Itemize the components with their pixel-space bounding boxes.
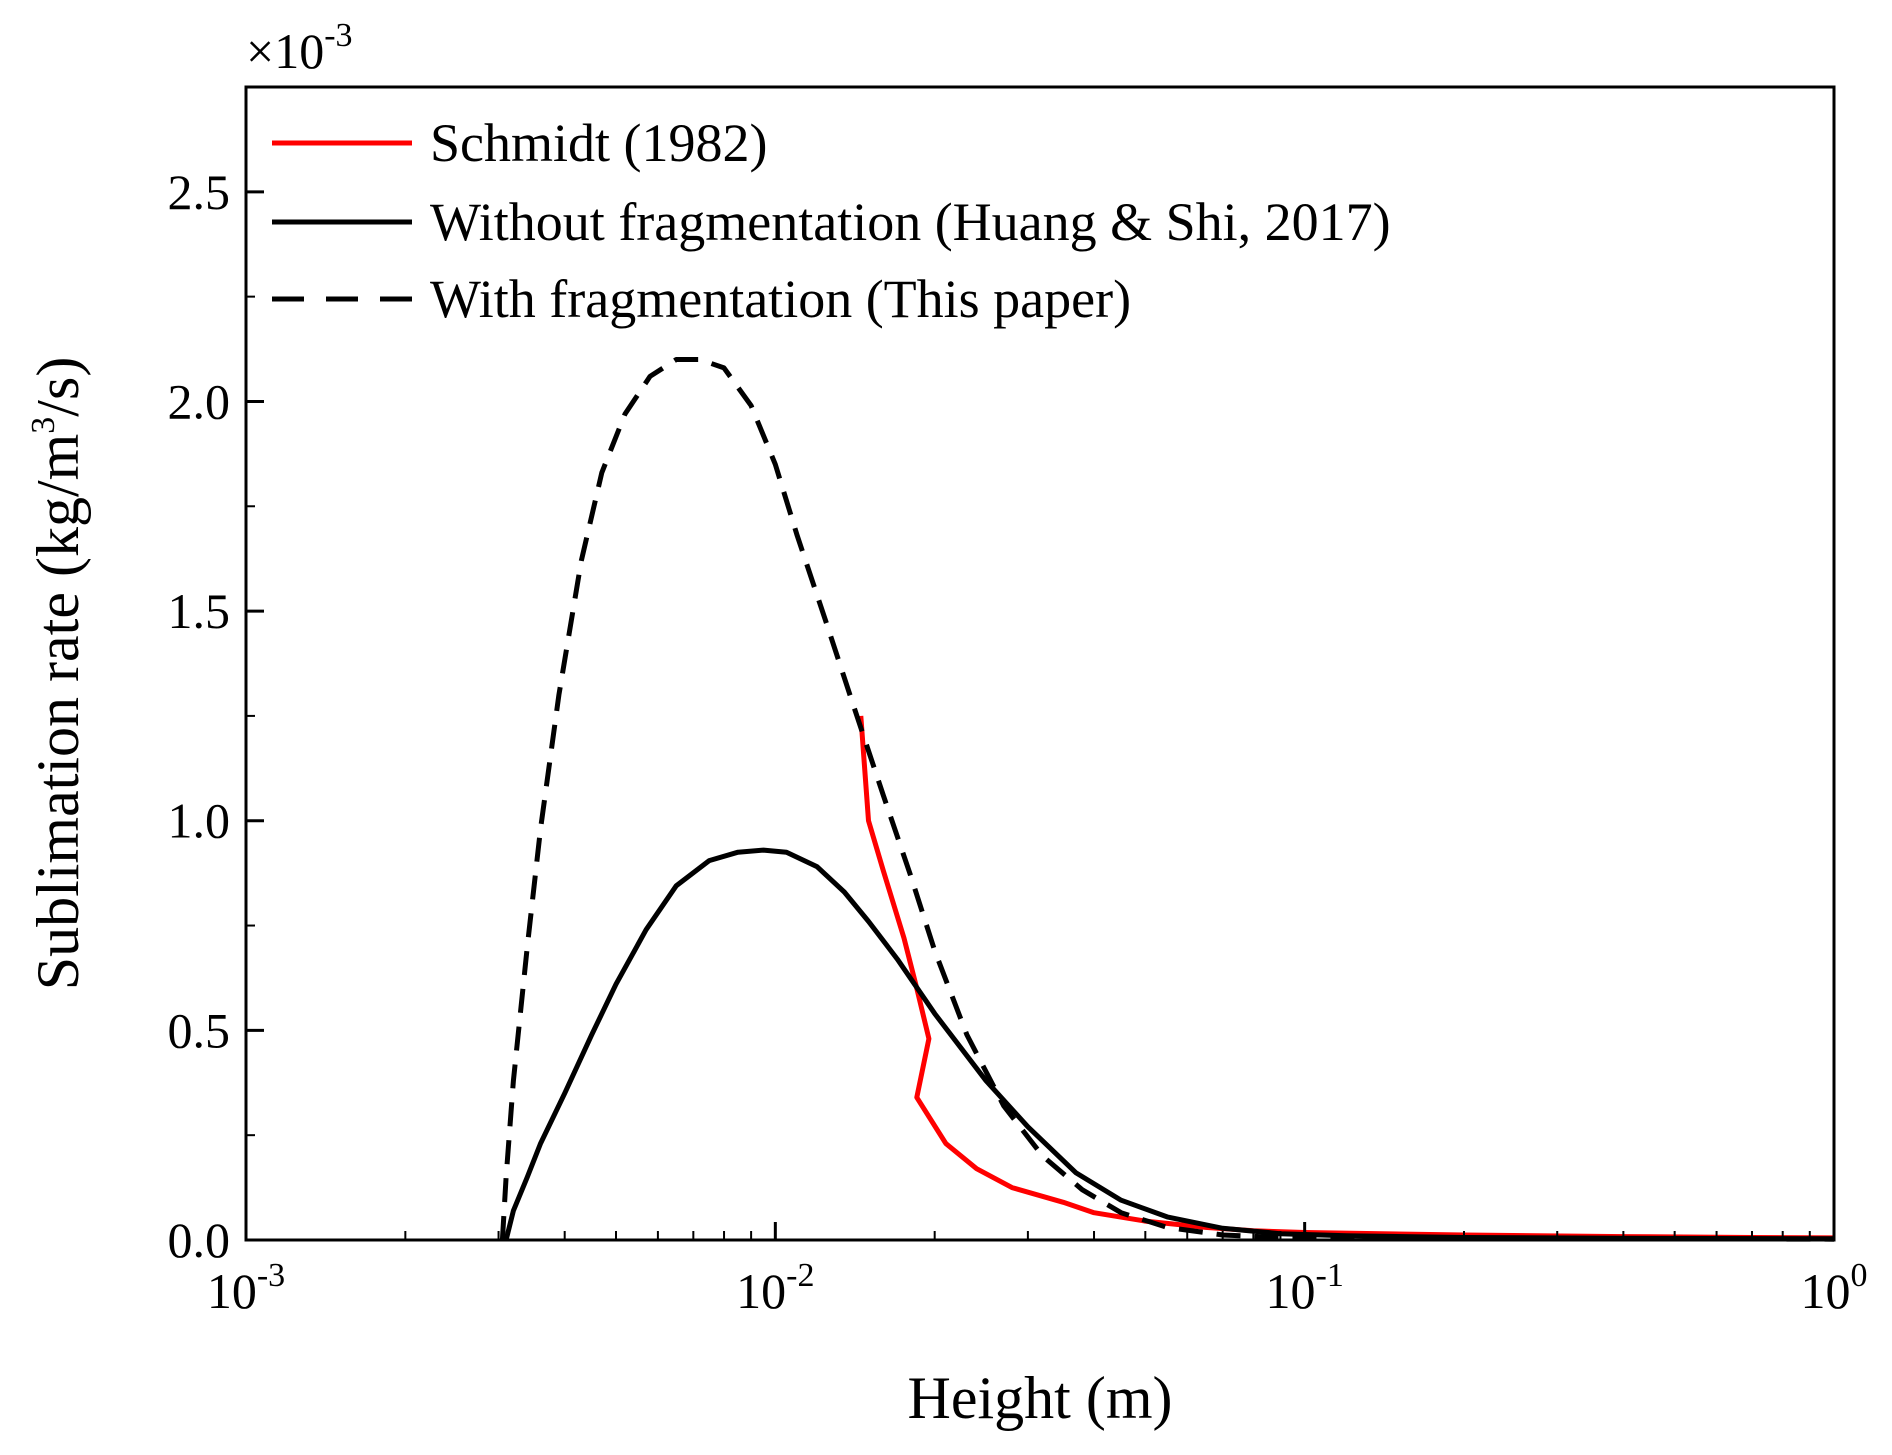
y-tick-label: 0.5 — [168, 1002, 231, 1058]
x-tick-label: 10-3 — [207, 1257, 285, 1319]
series-line-3 — [499, 357, 1835, 1242]
x-axis-title: Height (m) — [908, 1365, 1173, 1431]
y-tick-label: 1.5 — [168, 583, 231, 639]
legend: Schmidt (1982) Without fragmentation (Hua… — [272, 113, 1391, 329]
series-line-2 — [503, 847, 1835, 1242]
y-axis-title-prefix: Sublimation rate (kg/m — [25, 434, 91, 991]
series-line-1 — [858, 715, 1835, 1241]
y-tick-label: 0.0 — [168, 1212, 231, 1268]
y-multiplier-base: ×10 — [246, 23, 324, 79]
y-tick-label: 1.0 — [168, 793, 231, 849]
legend-label-2: Without fragmentation (Huang & Shi, 2017… — [430, 192, 1391, 252]
y-tick-label: 2.0 — [168, 373, 231, 429]
legend-label-1: Schmidt (1982) — [430, 113, 767, 173]
x-tick-label: 100 — [1801, 1257, 1868, 1319]
y-axis-multiplier: ×10-3 — [246, 17, 353, 79]
x-tick-label: 10-2 — [736, 1257, 814, 1319]
legend-label-3: With fragmentation (This paper) — [430, 269, 1131, 329]
y-axis-title: Sublimation rate (kg/m3/s) — [25, 357, 91, 991]
y-tick-label: 2.5 — [168, 164, 231, 220]
x-axis: 10-3 10-2 10-1 100 — [207, 1222, 1868, 1319]
plot-frame — [244, 85, 1836, 1242]
y-multiplier-exp: -3 — [324, 17, 352, 54]
series-layer — [499, 357, 1835, 1242]
x-tick-label: 10-1 — [1266, 1257, 1344, 1319]
y-axis-title-sup: 3 — [25, 417, 62, 434]
y-axis: 0.0 0.5 1.0 1.5 2.0 2.5 — [168, 164, 264, 1268]
y-axis-title-suffix: /s) — [25, 357, 91, 417]
